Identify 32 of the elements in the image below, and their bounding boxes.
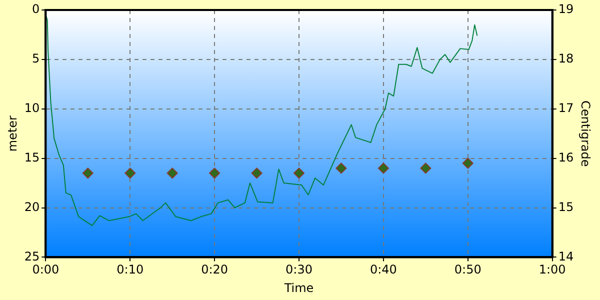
x-tick-label: 0:30 — [286, 262, 312, 277]
y-tick-label: 15 — [24, 150, 40, 164]
x-tick-label: 0:10 — [116, 262, 144, 277]
point — [462, 158, 474, 169]
point — [420, 162, 432, 174]
point — [251, 168, 262, 179]
y2-tick-label: 15 — [558, 200, 574, 214]
point — [124, 168, 136, 179]
y2-tick-label: 18 — [558, 52, 574, 66]
point — [378, 162, 389, 174]
y2-tick-label: 14 — [558, 249, 574, 264]
x-tick-label: 0:00 — [32, 262, 60, 277]
y-axis-title: meter — [5, 115, 20, 152]
y-tick-label: 20 — [24, 200, 40, 214]
y2-tick-label: 16 — [558, 150, 574, 164]
x-tick-label: 0:50 — [454, 262, 482, 277]
x-tick-label: 0:40 — [370, 262, 397, 277]
point — [166, 168, 178, 179]
x-tick-label: 0:20 — [201, 262, 228, 277]
y2-tick-label: 19 — [558, 2, 574, 16]
y2-axis-title: Centigrade — [578, 100, 593, 167]
y-tick-label: 10 — [24, 101, 40, 116]
point — [82, 168, 94, 179]
x-axis-title: Time — [283, 280, 314, 295]
y-tick-label: 5 — [32, 52, 40, 66]
y-tick-label: 25 — [24, 249, 40, 264]
point — [209, 168, 220, 179]
x-tick-label: 1:00 — [538, 262, 566, 277]
point — [336, 162, 347, 174]
point — [294, 168, 304, 179]
y-tick-label: 0 — [32, 2, 40, 16]
y2-tick-label: 17 — [558, 101, 574, 116]
